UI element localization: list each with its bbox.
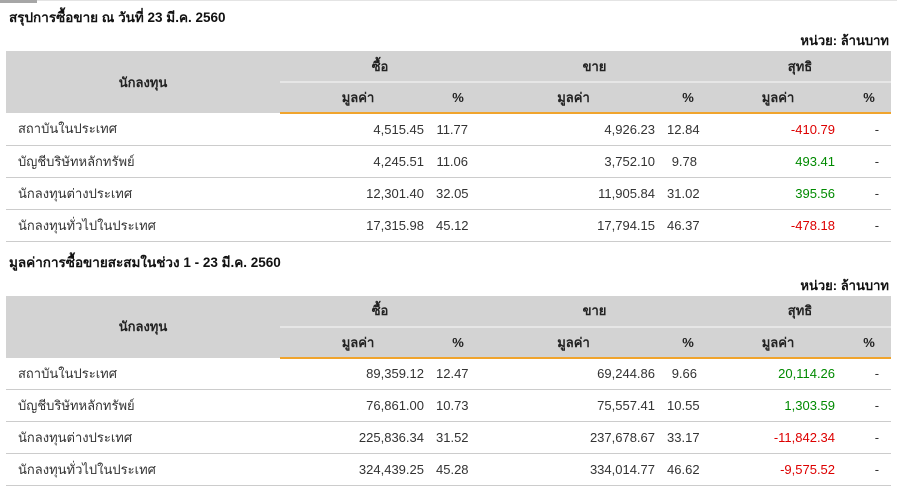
investor-name: สถาบันในประเทศ (6, 113, 280, 146)
sell-percent: 12.84 (667, 113, 710, 146)
col-header-net-percent: % (847, 82, 892, 114)
col-header-buy: ซื้อ (280, 295, 481, 328)
net-value: 493.41 (709, 145, 848, 178)
col-header-net-value: มูลค่า (709, 326, 848, 359)
col-header-buy: ซื้อ (280, 51, 481, 83)
buy-value: 4,515.45 (280, 113, 436, 146)
col-header-sell-value: มูลค่า (480, 326, 668, 359)
buy-value: 89,359.12 (280, 357, 436, 390)
col-header-buy-value: มูลค่า (280, 326, 436, 359)
sell-percent: 46.62 (667, 453, 710, 486)
investor-name: สถาบันในประเทศ (6, 357, 280, 390)
net-value: 20,114.26 (709, 357, 848, 390)
col-header-investor: นักลงทุน (6, 51, 280, 113)
table-row: นักลงทุนต่างประเทศ 225,836.34 31.52 237,… (6, 421, 892, 454)
buy-value: 12,301.40 (280, 177, 436, 210)
sell-value: 237,678.67 (480, 421, 668, 454)
table-row: บัญชีบริษัทหลักทรัพย์ 76,861.00 10.73 75… (6, 389, 892, 422)
buy-value: 17,315.98 (280, 209, 436, 242)
daily-summary-table: นักลงทุน ซื้อ ขาย สุทธิ มูลค่า % มูลค่า … (6, 51, 892, 242)
col-header-sell: ขาย (480, 295, 710, 328)
daily-summary-title: สรุปการซื้อขาย ณ วันที่ 23 มี.ค. 2560 (9, 10, 226, 25)
sell-value: 11,905.84 (480, 177, 668, 210)
investor-name: นักลงทุนต่างประเทศ (6, 421, 280, 454)
sell-value: 334,014.77 (480, 453, 668, 486)
unit-label: หน่วย: ล้านบาท (800, 33, 889, 48)
cumulative-summary-section: มูลค่าการซื้อขายสะสมในช่วง 1 - 23 มี.ค. … (6, 253, 892, 486)
buy-percent: 32.05 (436, 177, 481, 210)
net-value: -478.18 (709, 209, 848, 242)
col-header-buy-value: มูลค่า (280, 82, 436, 114)
net-value: 395.56 (709, 177, 848, 210)
sell-value: 69,244.86 (480, 357, 668, 390)
table-row: นักลงทุนทั่วไปในประเทศ 324,439.25 45.28 … (6, 453, 892, 486)
col-header-net: สุทธิ (709, 295, 892, 328)
buy-percent: 12.47 (436, 357, 481, 390)
investor-name: บัญชีบริษัทหลักทรัพย์ (6, 145, 280, 178)
net-percent: - (847, 453, 892, 486)
buy-percent: 10.73 (436, 389, 481, 422)
daily-summary-section: สรุปการซื้อขาย ณ วันที่ 23 มี.ค. 2560 หน… (6, 8, 892, 242)
sell-value: 4,926.23 (480, 113, 668, 146)
col-header-buy-percent: % (436, 326, 481, 359)
cumulative-summary-table: นักลงทุน ซื้อ ขาย สุทธิ มูลค่า % มูลค่า … (6, 295, 892, 486)
table-row: สถาบันในประเทศ 89,359.12 12.47 69,244.86… (6, 357, 892, 390)
buy-value: 4,245.51 (280, 145, 436, 178)
net-percent: - (847, 209, 892, 242)
buy-percent: 45.12 (436, 209, 481, 242)
col-header-buy-percent: % (436, 82, 481, 114)
sell-percent: 9.78 (667, 145, 710, 178)
net-percent: - (847, 389, 892, 422)
net-value: -410.79 (709, 113, 848, 146)
net-percent: - (847, 421, 892, 454)
table-row: นักลงทุนต่างประเทศ 12,301.40 32.05 11,90… (6, 177, 892, 210)
col-header-net-value: มูลค่า (709, 82, 848, 114)
net-percent: - (847, 177, 892, 210)
net-value: -11,842.34 (709, 421, 848, 454)
investor-name: นักลงทุนทั่วไปในประเทศ (6, 453, 280, 486)
col-header-investor: นักลงทุน (6, 295, 280, 358)
buy-value: 225,836.34 (280, 421, 436, 454)
sell-percent: 31.02 (667, 177, 710, 210)
buy-percent: 11.77 (436, 113, 481, 146)
net-value: 1,303.59 (709, 389, 848, 422)
col-header-sell: ขาย (480, 51, 710, 83)
investor-name: นักลงทุนต่างประเทศ (6, 177, 280, 210)
sell-percent: 46.37 (667, 209, 710, 242)
sell-value: 3,752.10 (480, 145, 668, 178)
sell-percent: 33.17 (667, 421, 710, 454)
col-header-sell-percent: % (667, 82, 710, 114)
net-percent: - (847, 357, 892, 390)
net-value: -9,575.52 (709, 453, 848, 486)
cumulative-summary-title: มูลค่าการซื้อขายสะสมในช่วง 1 - 23 มี.ค. … (9, 254, 281, 270)
col-header-net-percent: % (847, 326, 892, 359)
sell-percent: 10.55 (667, 389, 710, 422)
market-summary-page: สรุปการซื้อขาย ณ วันที่ 23 มี.ค. 2560 หน… (6, 8, 892, 486)
col-header-sell-value: มูลค่า (480, 82, 668, 114)
net-percent: - (847, 113, 892, 146)
buy-percent: 31.52 (436, 421, 481, 454)
sell-value: 75,557.41 (480, 389, 668, 422)
unit-label: หน่วย: ล้านบาท (800, 277, 889, 293)
col-header-sell-percent: % (667, 326, 710, 359)
investor-name: บัญชีบริษัทหลักทรัพย์ (6, 389, 280, 422)
top-divider (0, 0, 897, 1)
buy-value: 324,439.25 (280, 453, 436, 486)
table-row: สถาบันในประเทศ 4,515.45 11.77 4,926.23 1… (6, 113, 892, 146)
tab-remnant (0, 0, 37, 3)
sell-value: 17,794.15 (480, 209, 668, 242)
col-header-net: สุทธิ (709, 51, 892, 83)
sell-percent: 9.66 (667, 357, 710, 390)
table-row: นักลงทุนทั่วไปในประเทศ 17,315.98 45.12 1… (6, 209, 892, 242)
buy-value: 76,861.00 (280, 389, 436, 422)
net-percent: - (847, 145, 892, 178)
investor-name: นักลงทุนทั่วไปในประเทศ (6, 209, 280, 242)
buy-percent: 45.28 (436, 453, 481, 486)
table-row: บัญชีบริษัทหลักทรัพย์ 4,245.51 11.06 3,7… (6, 145, 892, 178)
buy-percent: 11.06 (436, 145, 481, 178)
